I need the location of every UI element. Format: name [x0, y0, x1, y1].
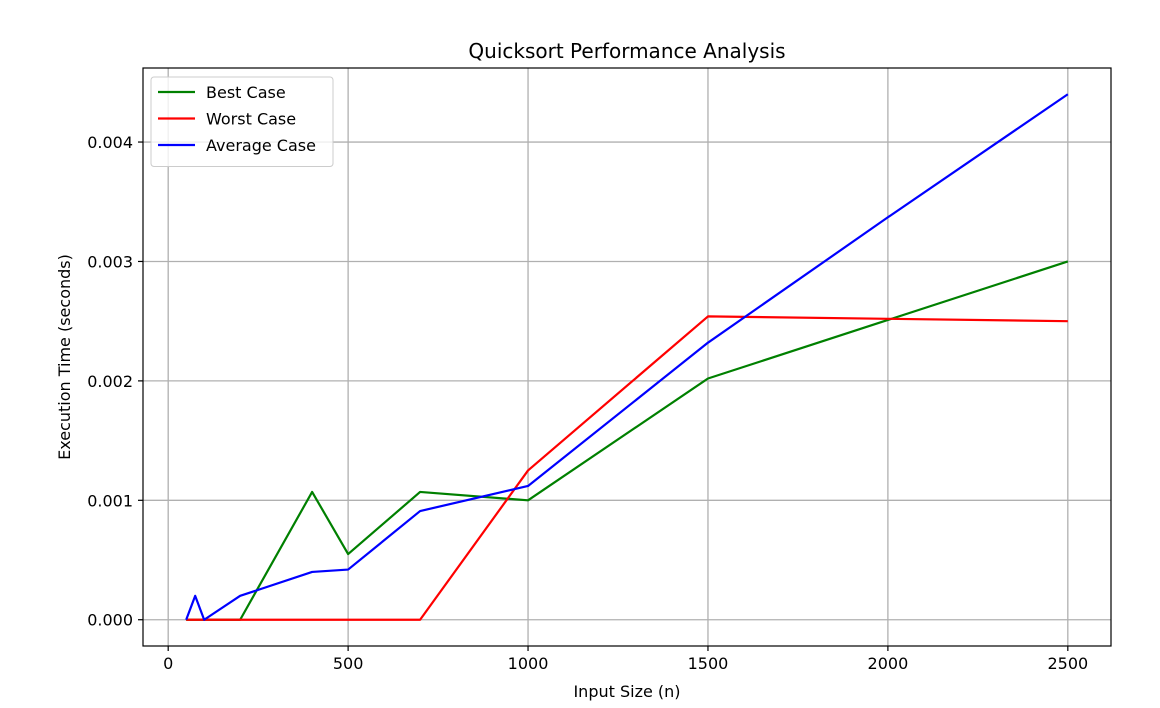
- plot-frame: [142, 67, 1112, 647]
- y-tick-label: 0.004: [87, 133, 133, 152]
- legend-label-worst-case: Worst Case: [206, 110, 296, 129]
- legend: Best Case Worst Case Average Case: [150, 76, 334, 167]
- x-tick-label: 1000: [508, 654, 549, 673]
- legend-label-best-case: Best Case: [206, 83, 286, 102]
- legend-label-average-case: Average Case: [206, 136, 316, 155]
- legend-box: [150, 76, 334, 167]
- axis-ticks: 0 500 1000 1500 2000 2500 0.000 0.001 0.002 0.003…: [87, 133, 1088, 673]
- y-tick-label: 0.003: [87, 252, 133, 271]
- x-tick-label: 0: [163, 654, 173, 673]
- series-line-best-case: [186, 260, 1069, 621]
- y-axis-label: Execution Time (seconds): [55, 254, 74, 460]
- x-tick-label: 2500: [1047, 654, 1088, 673]
- x-axis-label: Input Size (n): [573, 682, 680, 701]
- y-tick-label: 0.001: [87, 491, 133, 510]
- x-tick-label: 1500: [688, 654, 729, 673]
- x-tick-label: 2000: [868, 654, 909, 673]
- chart-title: Quicksort Performance Analysis: [468, 39, 785, 63]
- series-lines: [185, 93, 1069, 621]
- y-tick-label: 0.000: [87, 611, 133, 630]
- series-line-average-case: [185, 93, 1069, 621]
- x-tick-label: 500: [333, 654, 364, 673]
- y-tick-label: 0.002: [87, 372, 133, 391]
- series-line-worst-case: [186, 315, 1068, 621]
